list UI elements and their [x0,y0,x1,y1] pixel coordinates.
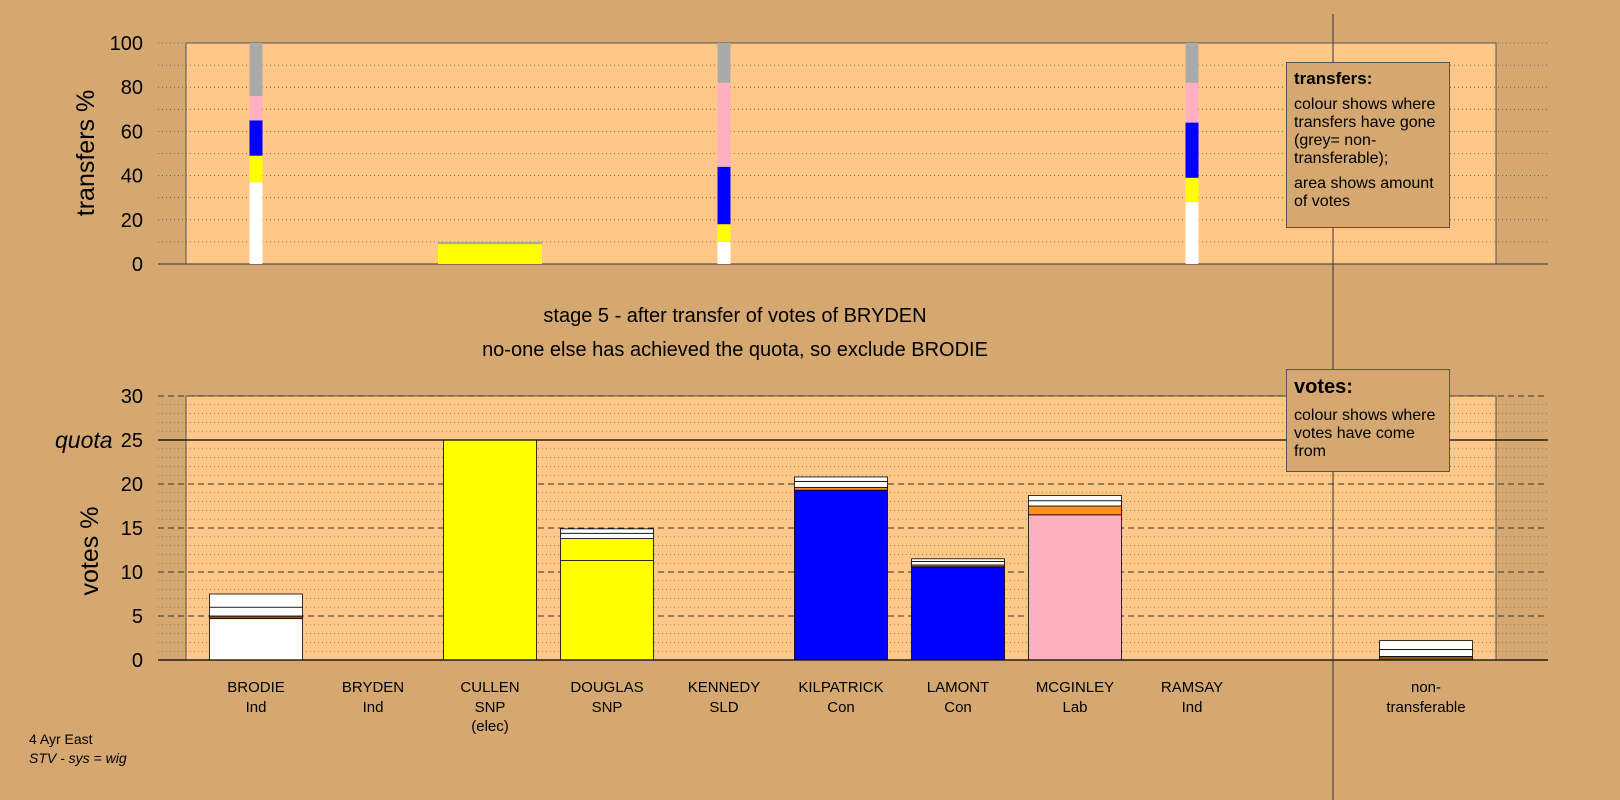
votes-legend-title: votes: [1294,376,1353,398]
votes-y-tick-label: 5 [132,606,143,628]
candidate-name-label: KILPATRICK [798,679,883,696]
footer-ward: 4 Ayr East [29,731,93,747]
votes-y-tick-label: 15 [121,518,143,540]
candidate-name-label: RAMSAY [1161,679,1223,696]
transfers-legend: transfers: colour shows where transfers … [1286,62,1450,228]
transfers-y-axis-label: transfers % [72,90,100,216]
transfers-legend-text-2: area shows amount of votes [1294,175,1434,210]
transfer-bar-segment [717,241,731,264]
transfer-bar-segment [717,224,731,242]
candidate-status-label: (elec) [471,718,509,735]
transfers-y-tick-label: 40 [121,166,143,188]
votes-y-tick-label: 30 [121,386,143,408]
candidate-party-label: SLD [709,699,738,716]
candidate-party-label: Con [827,699,855,716]
transfer-bar-segment [1185,122,1199,178]
vote-bar-segment [794,480,888,488]
candidate-party-label: Con [944,699,972,716]
transfers-y-tick-label: 100 [110,33,143,55]
vote-bar-segment [560,528,654,534]
vote-bar-segment [794,476,888,482]
candidate-name-label: BRODIE [227,679,285,696]
candidate-party-label: Ind [246,699,267,716]
transfers-y-tick-label: 80 [121,77,143,99]
vote-bar-segment [443,439,537,661]
vote-bar-segment [911,561,1005,566]
candidate-party-label: transferable [1386,699,1465,716]
footer-system: STV - sys = wig [29,750,127,766]
transfers-y-tick-label: 0 [132,254,143,276]
candidate-party-label: Ind [1182,699,1203,716]
transfer-bar-segment [1185,202,1199,264]
transfer-bar-segment [717,166,731,225]
transfer-bar-segment [1185,82,1199,123]
transfer-bar-segment [249,43,263,97]
vote-bar-segment [560,560,654,661]
transfer-bar-segment [717,82,731,167]
stage-subtitle: no-one else has achieved the quota, so e… [482,339,988,361]
transfer-bar-segment [1185,43,1199,83]
stage-title: stage 5 - after transfer of votes of BRY… [543,305,926,327]
candidate-name-label: CULLEN [460,679,519,696]
transfers-legend-title: transfers: [1294,69,1373,88]
transfer-bar-segment [249,155,263,183]
quota-label: quota [55,427,113,453]
vote-bar-segment [911,558,1005,562]
votes-y-axis-label: votes % [76,507,104,596]
vote-bar-segment [209,606,303,617]
vote-bar-segment [794,489,888,661]
candidate-name-label: DOUGLAS [570,679,643,696]
vote-bar-segment [1379,649,1473,657]
vote-bar-segment [1028,500,1122,507]
candidate-name-label: LAMONT [927,679,990,696]
votes-legend: votes: colour shows where votes have com… [1286,369,1450,472]
candidate-party-label: Lab [1062,699,1087,716]
transfers-legend-text-1: colour shows where transfers have gone (… [1294,96,1436,167]
transfers-plot-area [185,42,1497,265]
vote-bar-segment [1028,495,1122,502]
vote-bar-segment [1028,514,1122,661]
transfer-bar-segment [1185,177,1199,203]
votes-y-tick-label: 25 [121,430,143,452]
transfer-bar-segment [717,43,731,83]
vote-bar-segment [1379,640,1473,650]
candidate-name-label: non- [1411,679,1441,696]
transfer-bar-segment [438,244,542,264]
vote-bar-segment [560,538,654,561]
transfer-bar-segment [438,241,542,245]
vote-bar-segment [1028,505,1122,516]
vote-bar-segment [911,566,1005,661]
candidate-name-label: MCGINLEY [1036,679,1114,696]
transfer-bar-segment [249,120,263,156]
votes-legend-text-1: colour shows where votes have come from [1294,407,1436,460]
candidate-name-label: BRYDEN [342,679,404,696]
vote-bar-segment [209,593,303,608]
transfer-bar-segment [249,182,263,264]
vote-bar-segment [209,618,303,661]
votes-y-tick-label: 0 [132,650,143,672]
candidate-name-label: KENNEDY [688,679,761,696]
votes-y-tick-label: 20 [121,474,143,496]
candidate-party-label: Ind [363,699,384,716]
transfers-y-tick-label: 60 [121,121,143,143]
candidate-party-label: SNP [592,699,623,716]
votes-y-tick-label: 10 [121,562,143,584]
transfers-y-tick-label: 20 [121,210,143,232]
candidate-party-label: SNP [475,699,506,716]
transfer-bar-segment [249,96,263,121]
vote-bar-segment [560,532,654,539]
